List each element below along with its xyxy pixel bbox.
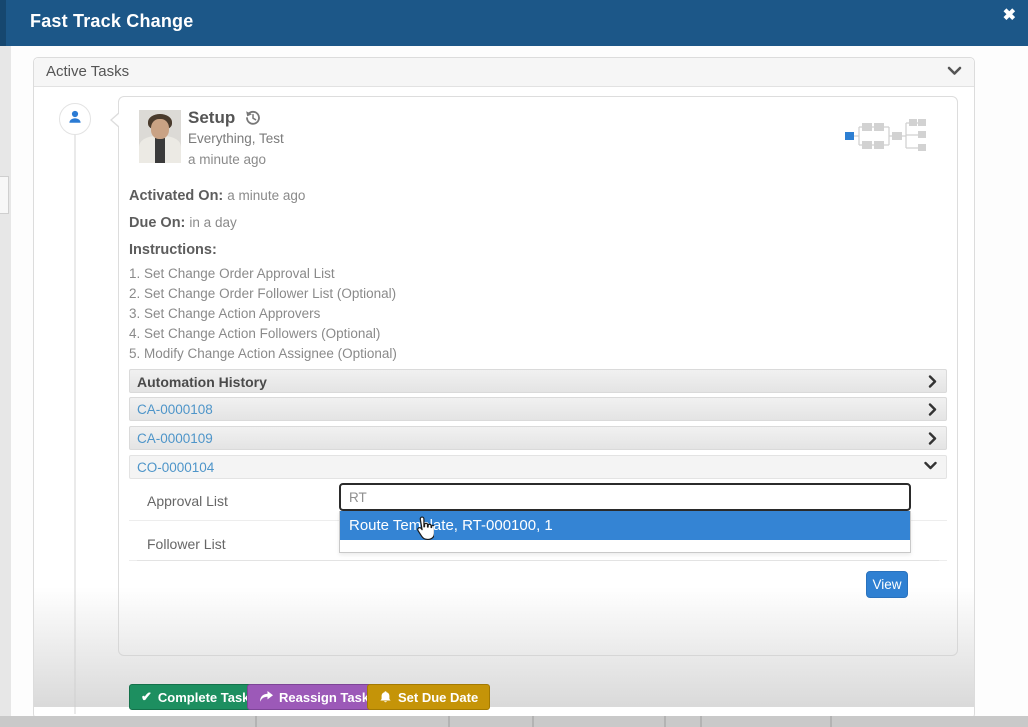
close-icon[interactable]: ✖ (1002, 7, 1016, 24)
set-due-date-label: Set Due Date (398, 689, 479, 705)
view-button[interactable]: View (866, 571, 908, 598)
row-ca-0000108[interactable]: CA-0000108 (129, 397, 947, 421)
chevron-right-icon (928, 432, 937, 445)
ca-link[interactable]: CA-0000108 (137, 402, 213, 417)
instruction-item: 3. Set Change Action Approvers (129, 306, 321, 321)
assignee-photo (139, 110, 181, 163)
approval-dropdown-list: Route Template, RT-000100, 1 (339, 511, 911, 553)
co-link[interactable]: CO-0000104 (137, 460, 215, 475)
activated-on-value: a minute ago (227, 188, 306, 203)
background-page-strip (0, 716, 1028, 727)
approval-list-label: Approval List (147, 493, 228, 509)
instruction-item: 1. Set Change Order Approval List (129, 266, 335, 281)
instruction-item: 2. Set Change Order Follower List (Optio… (129, 286, 397, 301)
reassign-task-label: Reassign Task (279, 689, 370, 705)
ca-link[interactable]: CA-0000109 (137, 431, 213, 446)
task-created-ago: a minute ago (188, 152, 267, 167)
instruction-item: 4. Set Change Action Followers (Optional… (129, 326, 381, 341)
active-tasks-title: Active Tasks (46, 63, 130, 80)
page-background-left (0, 46, 11, 727)
instruction-item: 5. Modify Change Action Assignee (Option… (129, 346, 397, 361)
row-ca-0000109[interactable]: CA-0000109 (129, 426, 947, 450)
task-title: Setup (188, 108, 236, 127)
page-side-tab (0, 176, 9, 214)
automation-history-label: Automation History (137, 374, 267, 390)
check-icon: ✔ (141, 689, 152, 704)
reassign-task-button[interactable]: Reassign Task (247, 684, 382, 710)
active-tasks-panel: Active Tasks Setup (33, 57, 975, 719)
automation-history-bar[interactable]: Automation History (129, 369, 947, 393)
activated-on: Activated On: a minute ago (129, 188, 305, 204)
approval-list-input[interactable] (339, 483, 911, 511)
instructions-label: Instructions: (129, 242, 217, 258)
complete-task-button[interactable]: ✔ Complete Task (129, 684, 262, 710)
set-due-date-button[interactable]: Set Due Date (367, 684, 491, 710)
timeline-line (74, 134, 76, 714)
due-on-value: in a day (189, 215, 237, 230)
modal-title: Fast Track Change (30, 11, 194, 31)
chevron-down-icon (947, 66, 962, 76)
bell-icon (379, 690, 392, 704)
follower-list-label: Follower List (147, 536, 226, 552)
due-on-label: Due On: (129, 215, 186, 231)
person-icon (67, 109, 83, 130)
activated-on-label: Activated On: (129, 188, 224, 204)
workflow-diagram-icon (845, 119, 927, 158)
task-assignee: Everything, Test (188, 131, 284, 146)
view-row-divider (137, 560, 939, 561)
chevron-right-icon (928, 375, 937, 388)
history-icon[interactable] (245, 110, 261, 131)
chevron-down-icon (924, 461, 937, 470)
modal-header: Fast Track Change ✖ (0, 0, 1028, 46)
assignee-avatar (59, 103, 91, 135)
chevron-right-icon (928, 403, 937, 416)
row-co-0000104-expanded[interactable]: CO-0000104 (129, 455, 947, 479)
active-tasks-header[interactable]: Active Tasks (34, 58, 974, 87)
task-card: Setup Everything, Test a minute ago (110, 96, 958, 656)
due-on: Due On: in a day (129, 215, 237, 231)
redo-arrow-icon (259, 691, 273, 703)
complete-task-label: Complete Task (157, 689, 250, 705)
dropdown-option-route-template[interactable]: Route Template, RT-000100, 1 (340, 511, 910, 540)
